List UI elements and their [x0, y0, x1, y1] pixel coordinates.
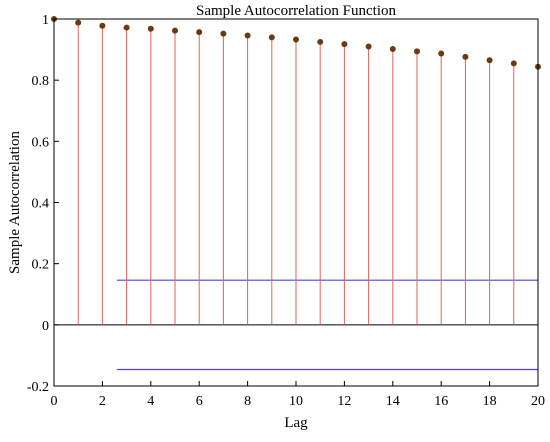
acf-marker-lag-10	[293, 36, 299, 43]
plot-area	[51, 16, 541, 371]
acf-marker-lag-18	[486, 57, 493, 64]
acf-marker-lag-9	[268, 34, 275, 41]
acf-marker-lag-1	[75, 19, 82, 26]
acf-marker-lag-11	[317, 38, 324, 45]
x-tick-label: 6	[196, 394, 203, 409]
acf-marker-lag-2	[99, 22, 106, 29]
x-tick-label: 12	[337, 394, 351, 409]
acf-marker-lag-3	[123, 24, 130, 31]
acf-marker-lag-17	[462, 53, 469, 60]
acf-marker-lag-8	[244, 32, 251, 39]
y-tick-label: 1	[42, 13, 49, 28]
axis-ticks: 0 2 4 6 8 10 12 14 16 18 20-0.200.20.40.60.81	[27, 13, 545, 409]
acf-marker-lag-13	[365, 43, 372, 50]
x-tick-label: 8	[244, 394, 251, 409]
y-tick-label: -0.2	[27, 380, 49, 395]
acf-marker-lag-16	[438, 50, 445, 57]
x-tick-label: 16	[434, 394, 448, 409]
acf-marker-lag-12	[341, 41, 348, 48]
x-tick-label: 10	[289, 394, 303, 409]
y-tick-label: 0.8	[32, 74, 50, 89]
acf-marker-lag-4	[147, 25, 154, 32]
x-tick-label: 2	[99, 394, 106, 409]
x-tick-label: 14	[386, 394, 400, 409]
x-tick-label: 20	[531, 394, 545, 409]
acf-marker-lag-15	[414, 48, 420, 55]
acf-marker-lag-7	[220, 30, 227, 37]
y-tick-label: 0.6	[32, 135, 50, 150]
y-tick-label: 0.2	[32, 258, 50, 273]
y-tick-label: 0	[42, 319, 49, 334]
y-axis-label: Sample Autocorrelation	[7, 131, 23, 274]
x-tick-label: 0	[51, 394, 58, 409]
y-tick-label: 0.4	[32, 197, 50, 212]
x-axis-label: Lag	[284, 415, 308, 431]
chart-title: Sample Autocorrelation Function	[196, 3, 396, 19]
acf-marker-lag-19	[510, 60, 517, 67]
x-tick-label: 4	[147, 394, 154, 409]
acf-marker-lag-6	[196, 29, 203, 36]
acf-marker-lag-5	[172, 27, 178, 34]
x-tick-label: 18	[483, 394, 497, 409]
acf-marker-lag-14	[389, 45, 396, 52]
